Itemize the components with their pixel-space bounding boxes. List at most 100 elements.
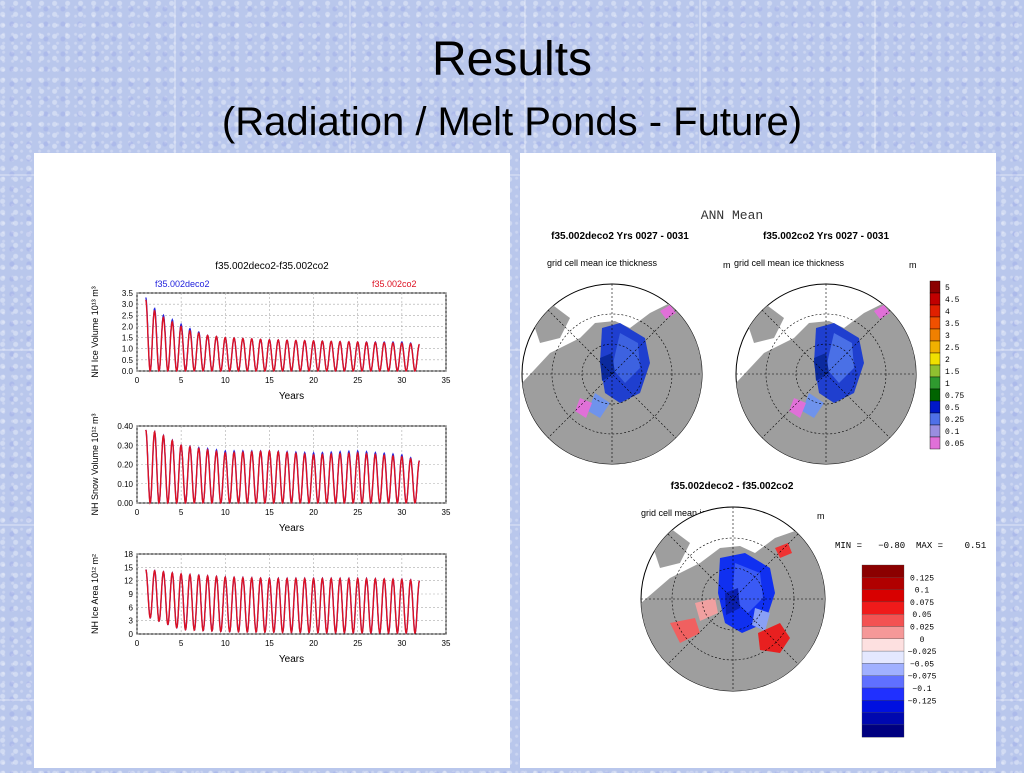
y-tick-label: 9 [129, 590, 134, 599]
x-tick-label: 10 [221, 508, 230, 517]
y-tick-label: 6 [129, 603, 134, 612]
x-tick-label: 20 [309, 639, 318, 648]
diff-title: f35.002deco2 - f35.002co2 [671, 481, 794, 492]
colorbar1-swatch [929, 388, 941, 402]
colorbar1-swatch [929, 376, 941, 390]
x-tick-label: 0 [135, 376, 140, 385]
x-axis-label: Years [279, 523, 304, 534]
y-axis-label: NH Ice Volume 10¹³ m³ [90, 286, 100, 378]
colorbar1-label: 1 [945, 380, 950, 389]
colorbar1-label: 1.5 [945, 368, 960, 377]
x-tick-label: 5 [179, 508, 184, 517]
y-tick-label: 0.10 [117, 480, 133, 489]
map2-subtitle: grid cell mean ice thickness [734, 258, 845, 268]
series-line-co2 [145, 429, 420, 505]
y-tick-label: 1.0 [122, 345, 134, 354]
y-tick-label: 12 [124, 577, 133, 586]
colorbar1-swatch [929, 340, 941, 354]
diff-polar-plot [640, 506, 826, 692]
colorbar1-swatch [929, 292, 941, 306]
x-tick-label: 0 [135, 508, 140, 517]
ann-mean-header: ANN Mean [701, 208, 763, 223]
maps-figure: ANN Mean f35.002deco2 Yrs 0027 - 0031 f3… [521, 208, 986, 738]
y-tick-label: 2.0 [122, 322, 134, 331]
colorbar2-label: 0.125 [910, 574, 934, 583]
x-tick-label: 25 [353, 639, 362, 648]
colorbar1-swatch [929, 436, 941, 450]
y-tick-label: 18 [124, 550, 133, 559]
timeseries-plot-2: 0 5 10 15 20 25 30 35 0.00 0.10 0.20 0.30 0.40 Years N… [90, 413, 451, 534]
colorbar2-label: 0.075 [910, 599, 934, 608]
y-tick-label: 0.0 [122, 367, 134, 376]
x-tick-label: 15 [265, 508, 274, 517]
x-tick-label: 15 [265, 376, 274, 385]
y-tick-label: 3.0 [122, 300, 134, 309]
colorbar1-swatch [929, 424, 941, 438]
colorbar2-swatch [861, 589, 905, 603]
y-tick-label: 0.00 [117, 499, 133, 508]
colorbar1-label: 0.75 [945, 392, 964, 401]
legend-deco2: f35.002deco2 [155, 279, 210, 289]
colorbar1-label: 0.25 [945, 416, 964, 425]
y-tick-label: 0.30 [117, 441, 133, 450]
map1-polar-plot [521, 283, 703, 465]
x-tick-label: 30 [397, 639, 406, 648]
colorbar1-swatch [929, 304, 941, 318]
timeseries-plot-1: 0 5 10 15 20 25 30 35 0.0 0.5 1.0 1.5 2.0 2.5 3.0 3.5 Ye… [90, 286, 451, 402]
colorbar1-label: 3 [945, 332, 950, 341]
y-tick-label: 0.40 [117, 422, 133, 431]
x-tick-label: 20 [309, 508, 318, 517]
timeseries-panel: f35.002deco2-f35.002co2 f35.002deco2 f35… [34, 153, 510, 768]
colorbar1-swatch [929, 400, 941, 414]
y-tick-label: 2.5 [122, 311, 134, 320]
colorbar1-label: 0.1 [945, 428, 960, 437]
y-tick-label: 0.5 [122, 356, 134, 365]
x-tick-label: 30 [397, 508, 406, 517]
y-tick-label: 0 [129, 630, 134, 639]
colorbar2-label: 0 [920, 636, 925, 645]
diff-minmax: MIN = −0.80 MAX = 0.51 [835, 541, 986, 551]
colorbar2-label: 0.05 [912, 611, 931, 620]
colorbar1-swatch [929, 328, 941, 342]
x-tick-label: 35 [442, 376, 451, 385]
colorbar2-swatch [861, 724, 905, 738]
x-tick-label: 35 [442, 639, 451, 648]
colorbar2-swatch [861, 601, 905, 615]
y-tick-label: 3 [129, 617, 134, 626]
y-tick-label: 1.5 [122, 334, 134, 343]
x-tick-label: 25 [353, 376, 362, 385]
colorbar2-swatch [861, 650, 905, 664]
slide-title: Results [431, 33, 593, 86]
x-tick-label: 35 [442, 508, 451, 517]
x-tick-label: 20 [309, 376, 318, 385]
series-line-co2 [145, 569, 421, 635]
maps-panel: ANN Mean f35.002deco2 Yrs 0027 - 0031 f3… [520, 153, 996, 768]
map2-unit: m [909, 260, 917, 270]
colorbar1-swatch [929, 316, 941, 330]
x-tick-label: 0 [135, 639, 140, 648]
timeseries-title: f35.002deco2-f35.002co2 [215, 261, 329, 272]
map1-subtitle: grid cell mean ice thickness [547, 258, 658, 268]
diff-subtitle: grid cell mean ice thickness [641, 508, 752, 518]
x-tick-label: 10 [221, 376, 230, 385]
legend-co2: f35.002co2 [372, 279, 417, 289]
x-tick-label: 5 [179, 376, 184, 385]
colorbar1-swatch [929, 364, 941, 378]
diff-unit: m [817, 511, 825, 521]
colorbar2-label: −0.125 [908, 697, 937, 706]
colorbar1-label: 2.5 [945, 344, 960, 353]
colorbar2-swatch [861, 675, 905, 689]
colorbar2-swatch [861, 687, 905, 701]
colorbar1-label: 0.05 [945, 440, 964, 449]
colorbar1-label: 5 [945, 284, 950, 293]
colorbar2-swatch [861, 614, 905, 627]
colorbar1-label: 3.5 [945, 320, 960, 329]
colorbar-ice-thickness: 5 4.5 4 3.5 3 2.5 2 1.5 1 0.75 0.5 0.25 0.1 0.05 [929, 280, 964, 450]
colorbar2-swatch [861, 700, 905, 713]
x-tick-label: 30 [397, 376, 406, 385]
colorbar-difference: 0.125 0.1 0.075 0.05 0.025 0 −0.025 −0.05 −0.075… [861, 564, 937, 738]
colorbar2-label: 0.1 [915, 587, 930, 596]
x-tick-label: 10 [221, 639, 230, 648]
x-tick-label: 25 [353, 508, 362, 517]
colorbar2-swatch [861, 712, 905, 726]
